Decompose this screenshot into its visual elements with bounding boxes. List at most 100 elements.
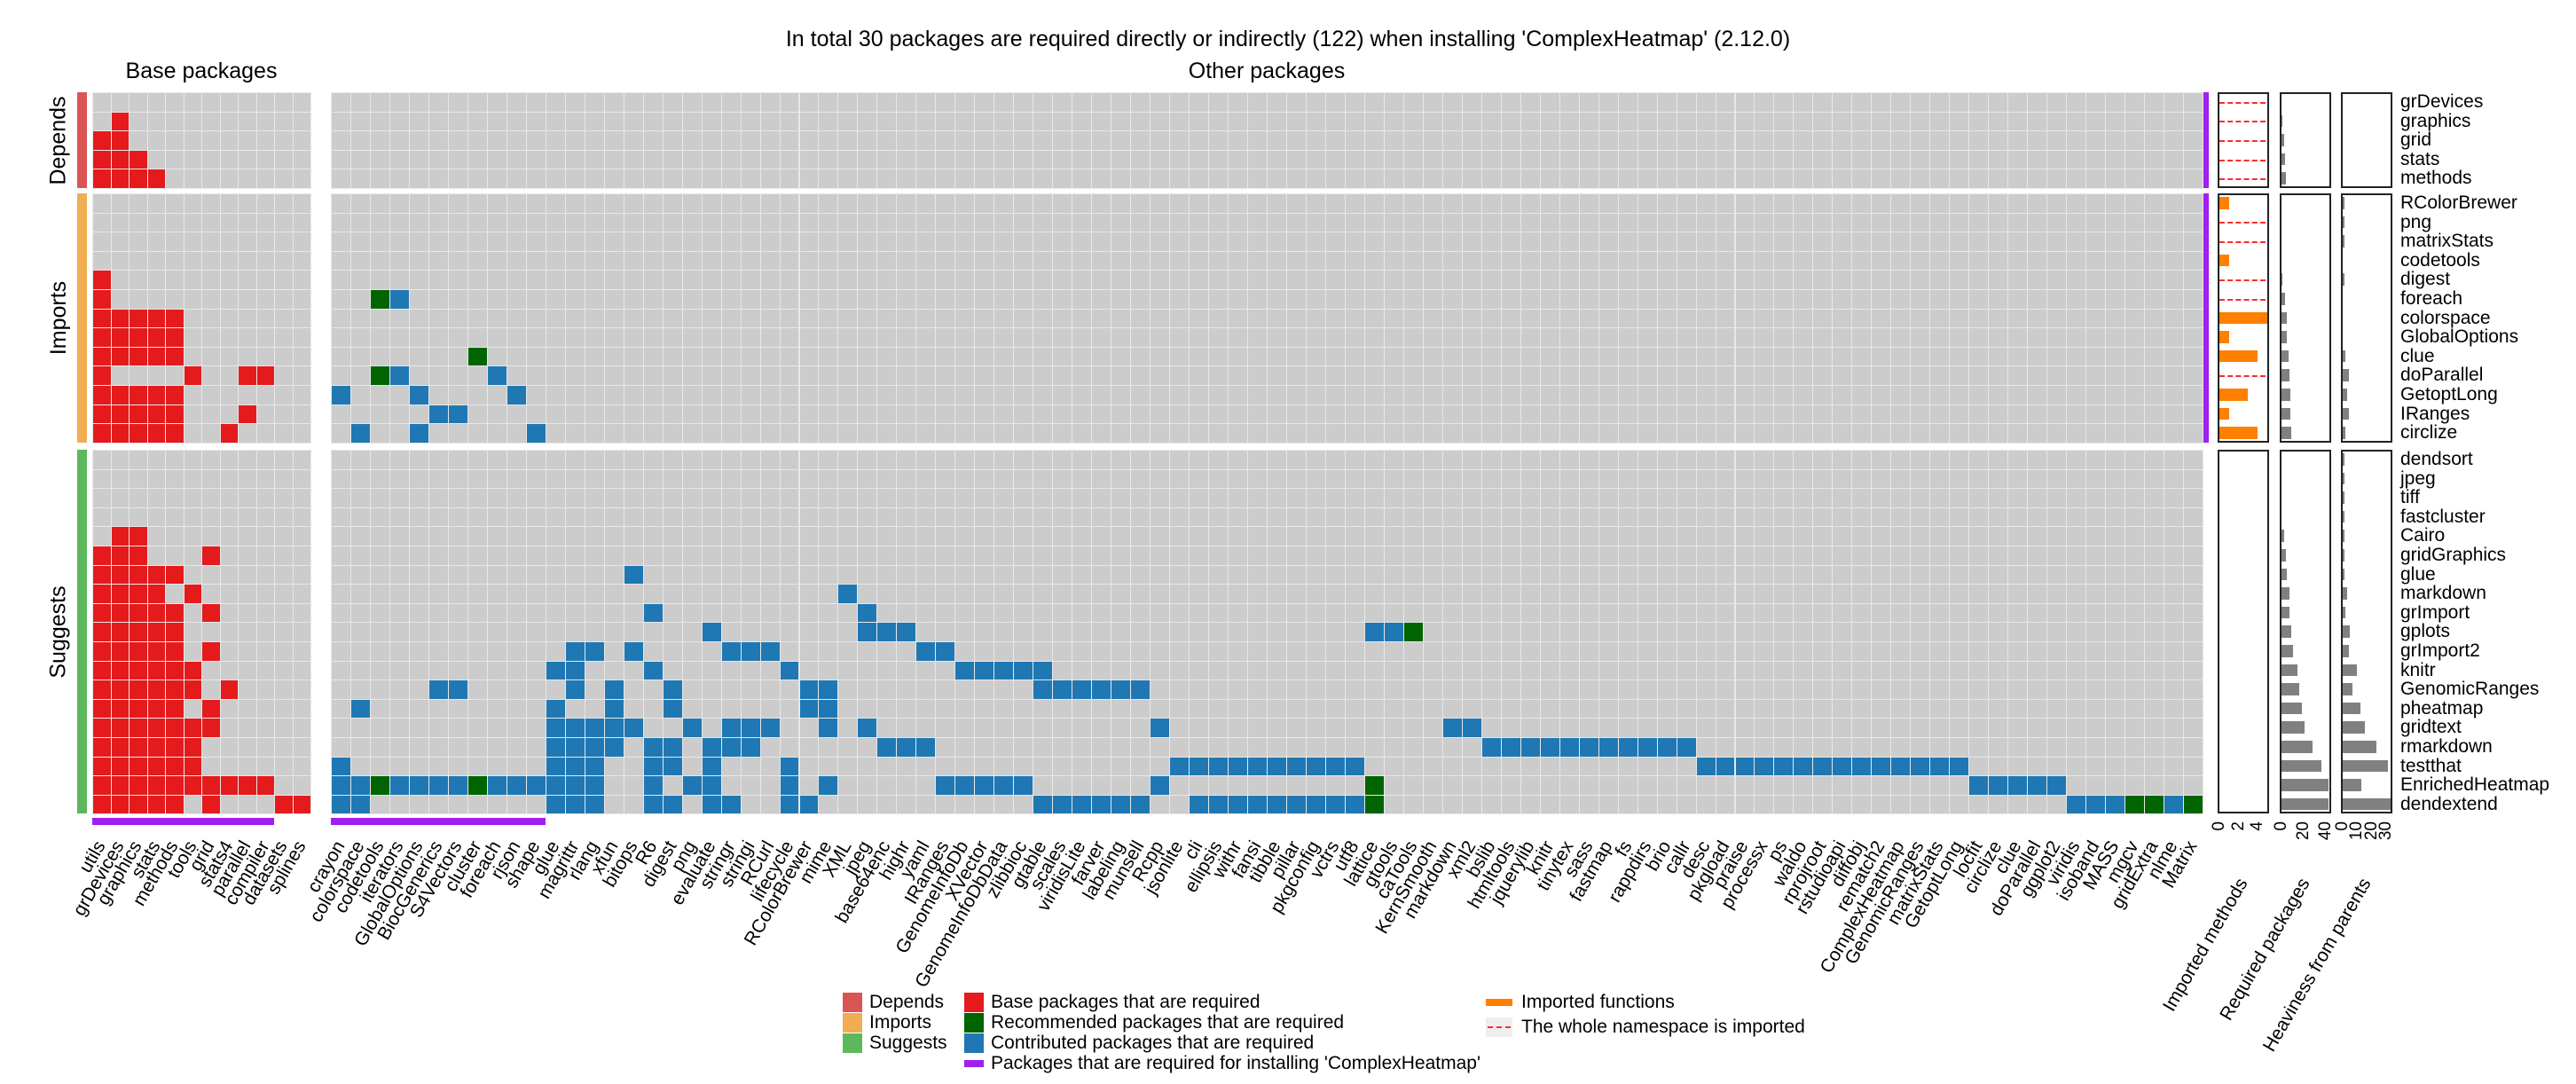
heatmap-cell — [525, 193, 546, 214]
heatmap-cell — [798, 404, 820, 425]
heatmap-cell — [1111, 385, 1132, 405]
heatmap-cell — [915, 468, 937, 490]
heatmap-cell — [349, 602, 371, 624]
heatmap-cell — [896, 346, 917, 367]
heatmap-cell — [623, 193, 644, 214]
heatmap-cell — [935, 149, 956, 170]
heatmap-cell — [564, 327, 585, 348]
heatmap-cell — [1285, 488, 1307, 508]
heatmap-cell — [915, 622, 937, 642]
heatmap-cell — [779, 289, 800, 310]
heatmap-cell — [818, 450, 839, 470]
heatmap-cell — [798, 111, 820, 132]
heatmap-cell — [1832, 584, 1853, 604]
heatmap-cell — [584, 385, 605, 405]
heatmap-cell — [1871, 250, 1892, 271]
heatmap-cell — [1247, 92, 1268, 113]
heatmap-cell — [219, 327, 239, 348]
heatmap-cell — [1695, 584, 1716, 604]
heatmap-cell — [1363, 775, 1385, 796]
heatmap-cell — [1734, 149, 1755, 170]
heatmap-cell — [1539, 737, 1560, 758]
heatmap-cell — [1656, 92, 1677, 113]
heatmap-cell — [2046, 584, 2068, 604]
annotation-bar — [2343, 606, 2346, 619]
heatmap-cell — [1578, 365, 1599, 386]
heatmap-cell — [1247, 423, 1268, 444]
heatmap-cell — [1988, 679, 2009, 700]
heatmap-cell — [1754, 169, 1775, 189]
heatmap-cell — [1871, 149, 1892, 170]
heatmap-cell — [1500, 250, 1521, 271]
heatmap-cell — [1968, 346, 1990, 367]
heatmap-cell — [1890, 450, 1912, 470]
heatmap-cell — [1422, 679, 1443, 700]
heatmap-cell — [1422, 584, 1443, 604]
heatmap-cell — [1383, 169, 1404, 189]
heatmap-cell — [1598, 308, 1619, 329]
heatmap-cell — [935, 250, 956, 271]
heatmap-cell — [1890, 718, 1912, 738]
heatmap-cell — [545, 794, 566, 815]
heatmap-cell — [857, 149, 878, 170]
heatmap-cell — [915, 507, 937, 528]
heatmap-cell — [2183, 507, 2203, 528]
heatmap-cell — [1285, 308, 1307, 329]
heatmap-cell — [110, 193, 130, 214]
heatmap-cell — [759, 737, 781, 758]
heatmap-cell — [1383, 193, 1404, 214]
heatmap-cell — [1052, 111, 1073, 132]
heatmap-cell — [146, 450, 166, 470]
heatmap-cell — [255, 169, 275, 189]
heatmap-cell — [1228, 622, 1248, 642]
heatmap-cell — [1695, 468, 1716, 490]
heatmap-cell — [1851, 385, 1873, 405]
heatmap-cell — [1617, 507, 1638, 528]
heatmap-cell — [545, 468, 566, 490]
heatmap-cell — [1072, 602, 1093, 624]
heatmap-cell — [292, 130, 311, 151]
heatmap-cell — [467, 270, 488, 290]
heatmap-cell — [1402, 718, 1424, 738]
heatmap-cell — [1637, 602, 1658, 624]
heatmap-cell — [2066, 270, 2087, 290]
heatmap-cell — [798, 737, 820, 758]
heatmap-cell — [1851, 602, 1873, 624]
heatmap-cell — [642, 232, 664, 252]
heatmap-cell — [2085, 308, 2107, 329]
heatmap-cell — [1461, 526, 1482, 546]
heatmap-cell — [129, 212, 148, 233]
heatmap-cell — [1402, 169, 1424, 189]
heatmap-cell — [1305, 488, 1326, 508]
heatmap-cell — [2046, 660, 2068, 681]
heatmap-cell — [1402, 507, 1424, 528]
heatmap-cell — [623, 385, 644, 405]
heatmap-cell — [389, 289, 410, 310]
heatmap-cell — [1228, 488, 1248, 508]
heatmap-cell — [506, 622, 527, 642]
heatmap-cell — [219, 212, 239, 233]
heatmap-cell — [564, 584, 585, 604]
heatmap-cell — [623, 289, 644, 310]
heatmap-cell — [2183, 212, 2203, 233]
heatmap-cell — [92, 250, 112, 271]
heatmap-cell — [1929, 546, 1951, 566]
heatmap-cell — [1247, 450, 1268, 470]
heatmap-cell — [1988, 660, 2009, 681]
heatmap-cell — [740, 602, 761, 624]
heatmap-cell — [467, 526, 488, 546]
heatmap-cell — [146, 660, 166, 681]
heatmap-cell — [1910, 564, 1931, 585]
heatmap-cell — [486, 775, 507, 796]
heatmap-cell — [1598, 756, 1619, 777]
heatmap-cell — [1715, 546, 1736, 566]
heatmap-cell — [428, 679, 449, 700]
heatmap-cell — [129, 641, 148, 662]
heatmap-cell — [349, 641, 371, 662]
heatmap-cell — [1072, 546, 1093, 566]
heatmap-cell — [110, 756, 130, 777]
heatmap-cell — [2046, 602, 2068, 624]
heatmap-cell — [2066, 584, 2087, 604]
heatmap-cell — [954, 679, 976, 700]
heatmap-cell — [506, 546, 527, 566]
